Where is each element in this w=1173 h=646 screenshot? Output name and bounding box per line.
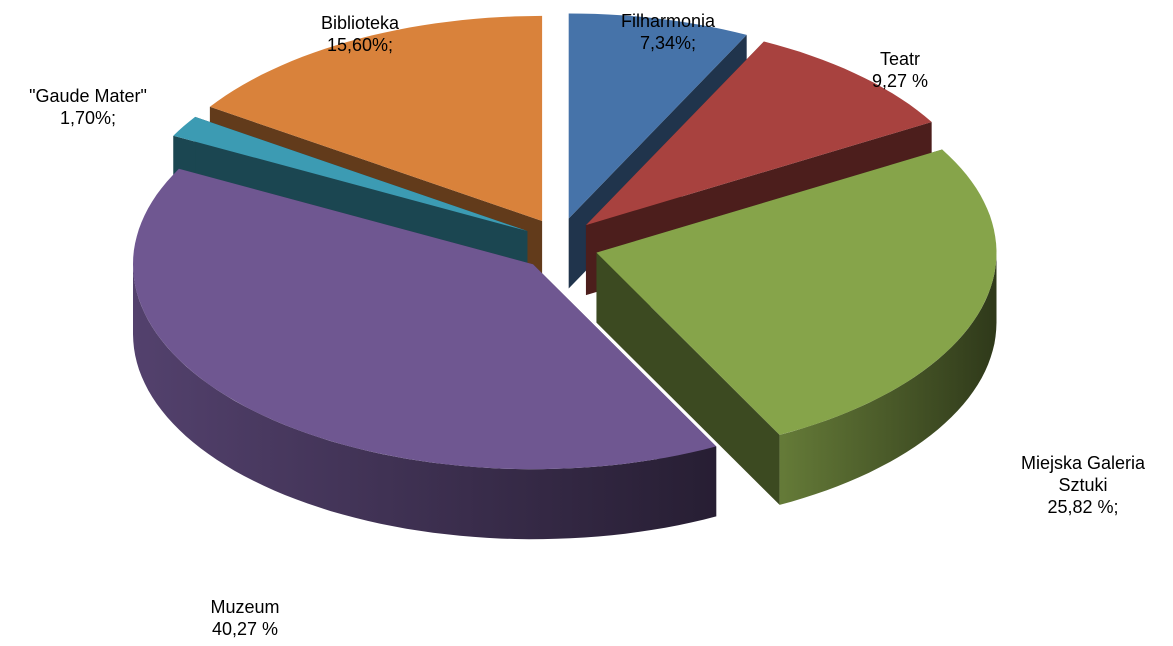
value-label: 25,82 %; [1047,497,1119,517]
category-label: Miejska Galeria Sztuki [1020,453,1146,495]
value-label: 40,27 % [211,619,279,639]
category-label: "Gaude Mater" [29,86,147,106]
slice-top [585,41,932,226]
slice-top [568,13,747,219]
slice-top [173,116,528,232]
slice-outer-wall [133,264,717,540]
category-label: Teatr [879,49,921,69]
slice-top [596,149,997,435]
data-label: Muzeum 40,27 % [145,596,345,640]
slice-top [209,15,543,221]
data-label: Biblioteka 15,60%; [260,12,460,56]
value-label: 9,27 % [871,71,929,91]
value-label: 15,60%; [326,35,394,55]
data-label: Miejska Galeria Sztuki 25,82 %; [1003,452,1163,518]
slice [596,149,997,505]
slice [133,168,717,540]
category-label: Muzeum [210,597,280,617]
value-label: 7,34%; [639,33,697,53]
category-label: Filharmonia [620,11,716,31]
slice-top [133,168,717,470]
data-label: Filharmonia 7,34%; [568,10,768,54]
value-label: 1,70%; [59,108,117,128]
data-label: Teatr 9,27 % [800,48,1000,92]
slice-outer-wall [779,252,997,505]
data-label: "Gaude Mater" 1,70%; [0,85,188,129]
category-label: Biblioteka [320,13,400,33]
slice-side-wall [596,252,780,505]
